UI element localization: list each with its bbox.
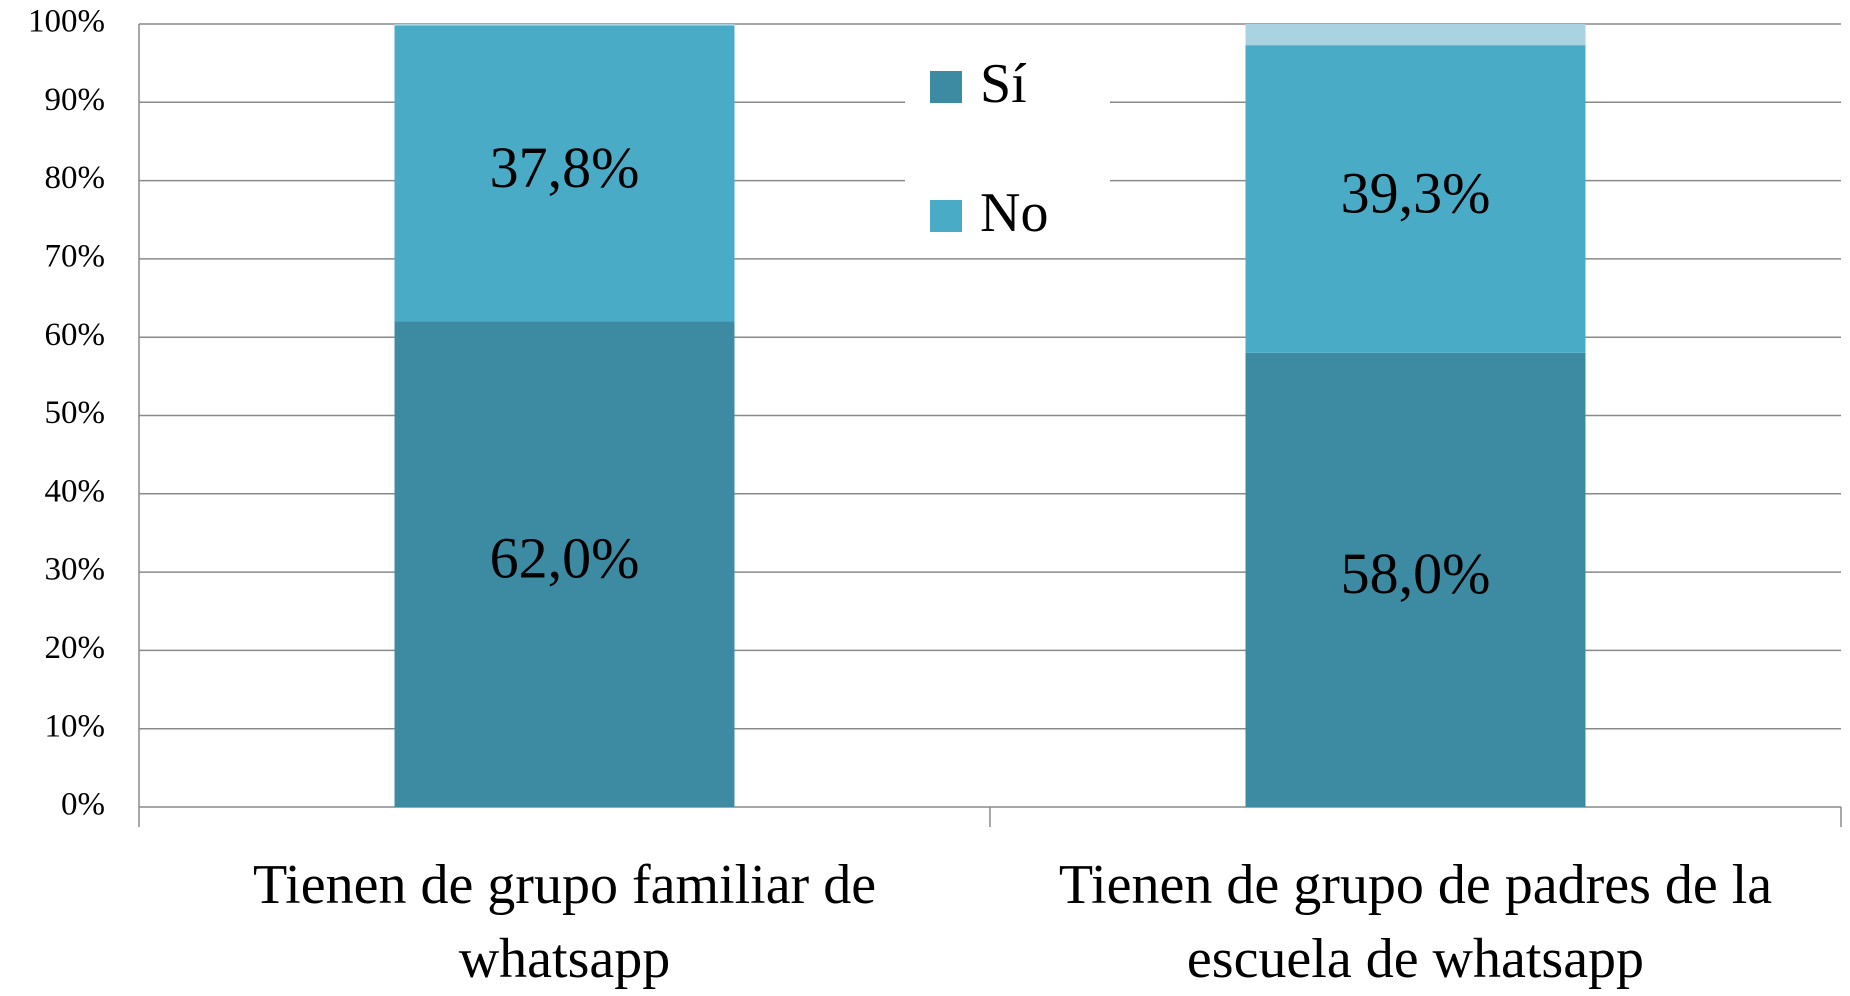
bar-segment: [394, 25, 735, 322]
y-tick-label: 70%: [45, 238, 106, 274]
y-tick-label: 10%: [45, 708, 106, 744]
legend-swatch: [930, 200, 962, 232]
y-tick-label: 20%: [45, 630, 106, 666]
data-label: 37,8%: [490, 135, 640, 200]
y-tick-label: 100%: [28, 4, 105, 40]
data-label: 58,0%: [1341, 541, 1491, 606]
x-tick-label: Tienen de grupo familiar de whatsapp: [252, 854, 877, 990]
y-tick-label: 90%: [45, 82, 106, 118]
data-label: 62,0%: [490, 526, 640, 591]
legend-label: No: [980, 182, 1048, 244]
y-tick-label: 0%: [61, 787, 105, 823]
y-tick-label: 30%: [45, 552, 106, 588]
bar-segment: [1245, 45, 1586, 353]
bar-segment: [1245, 24, 1586, 46]
y-tick-label: 60%: [45, 317, 106, 353]
x-tick-label: Tienen de grupo de padres de la escuela …: [1058, 854, 1773, 990]
bar-segment: [394, 321, 735, 807]
y-tick-label: 40%: [45, 473, 106, 509]
legend-swatch: [930, 71, 962, 103]
y-tick-label: 50%: [45, 395, 106, 431]
legend-label: Sí: [980, 53, 1027, 115]
y-tick-label: 80%: [45, 160, 106, 196]
bar-segment: [394, 24, 735, 26]
data-label: 39,3%: [1341, 160, 1491, 225]
bar-segment: [1245, 352, 1586, 807]
